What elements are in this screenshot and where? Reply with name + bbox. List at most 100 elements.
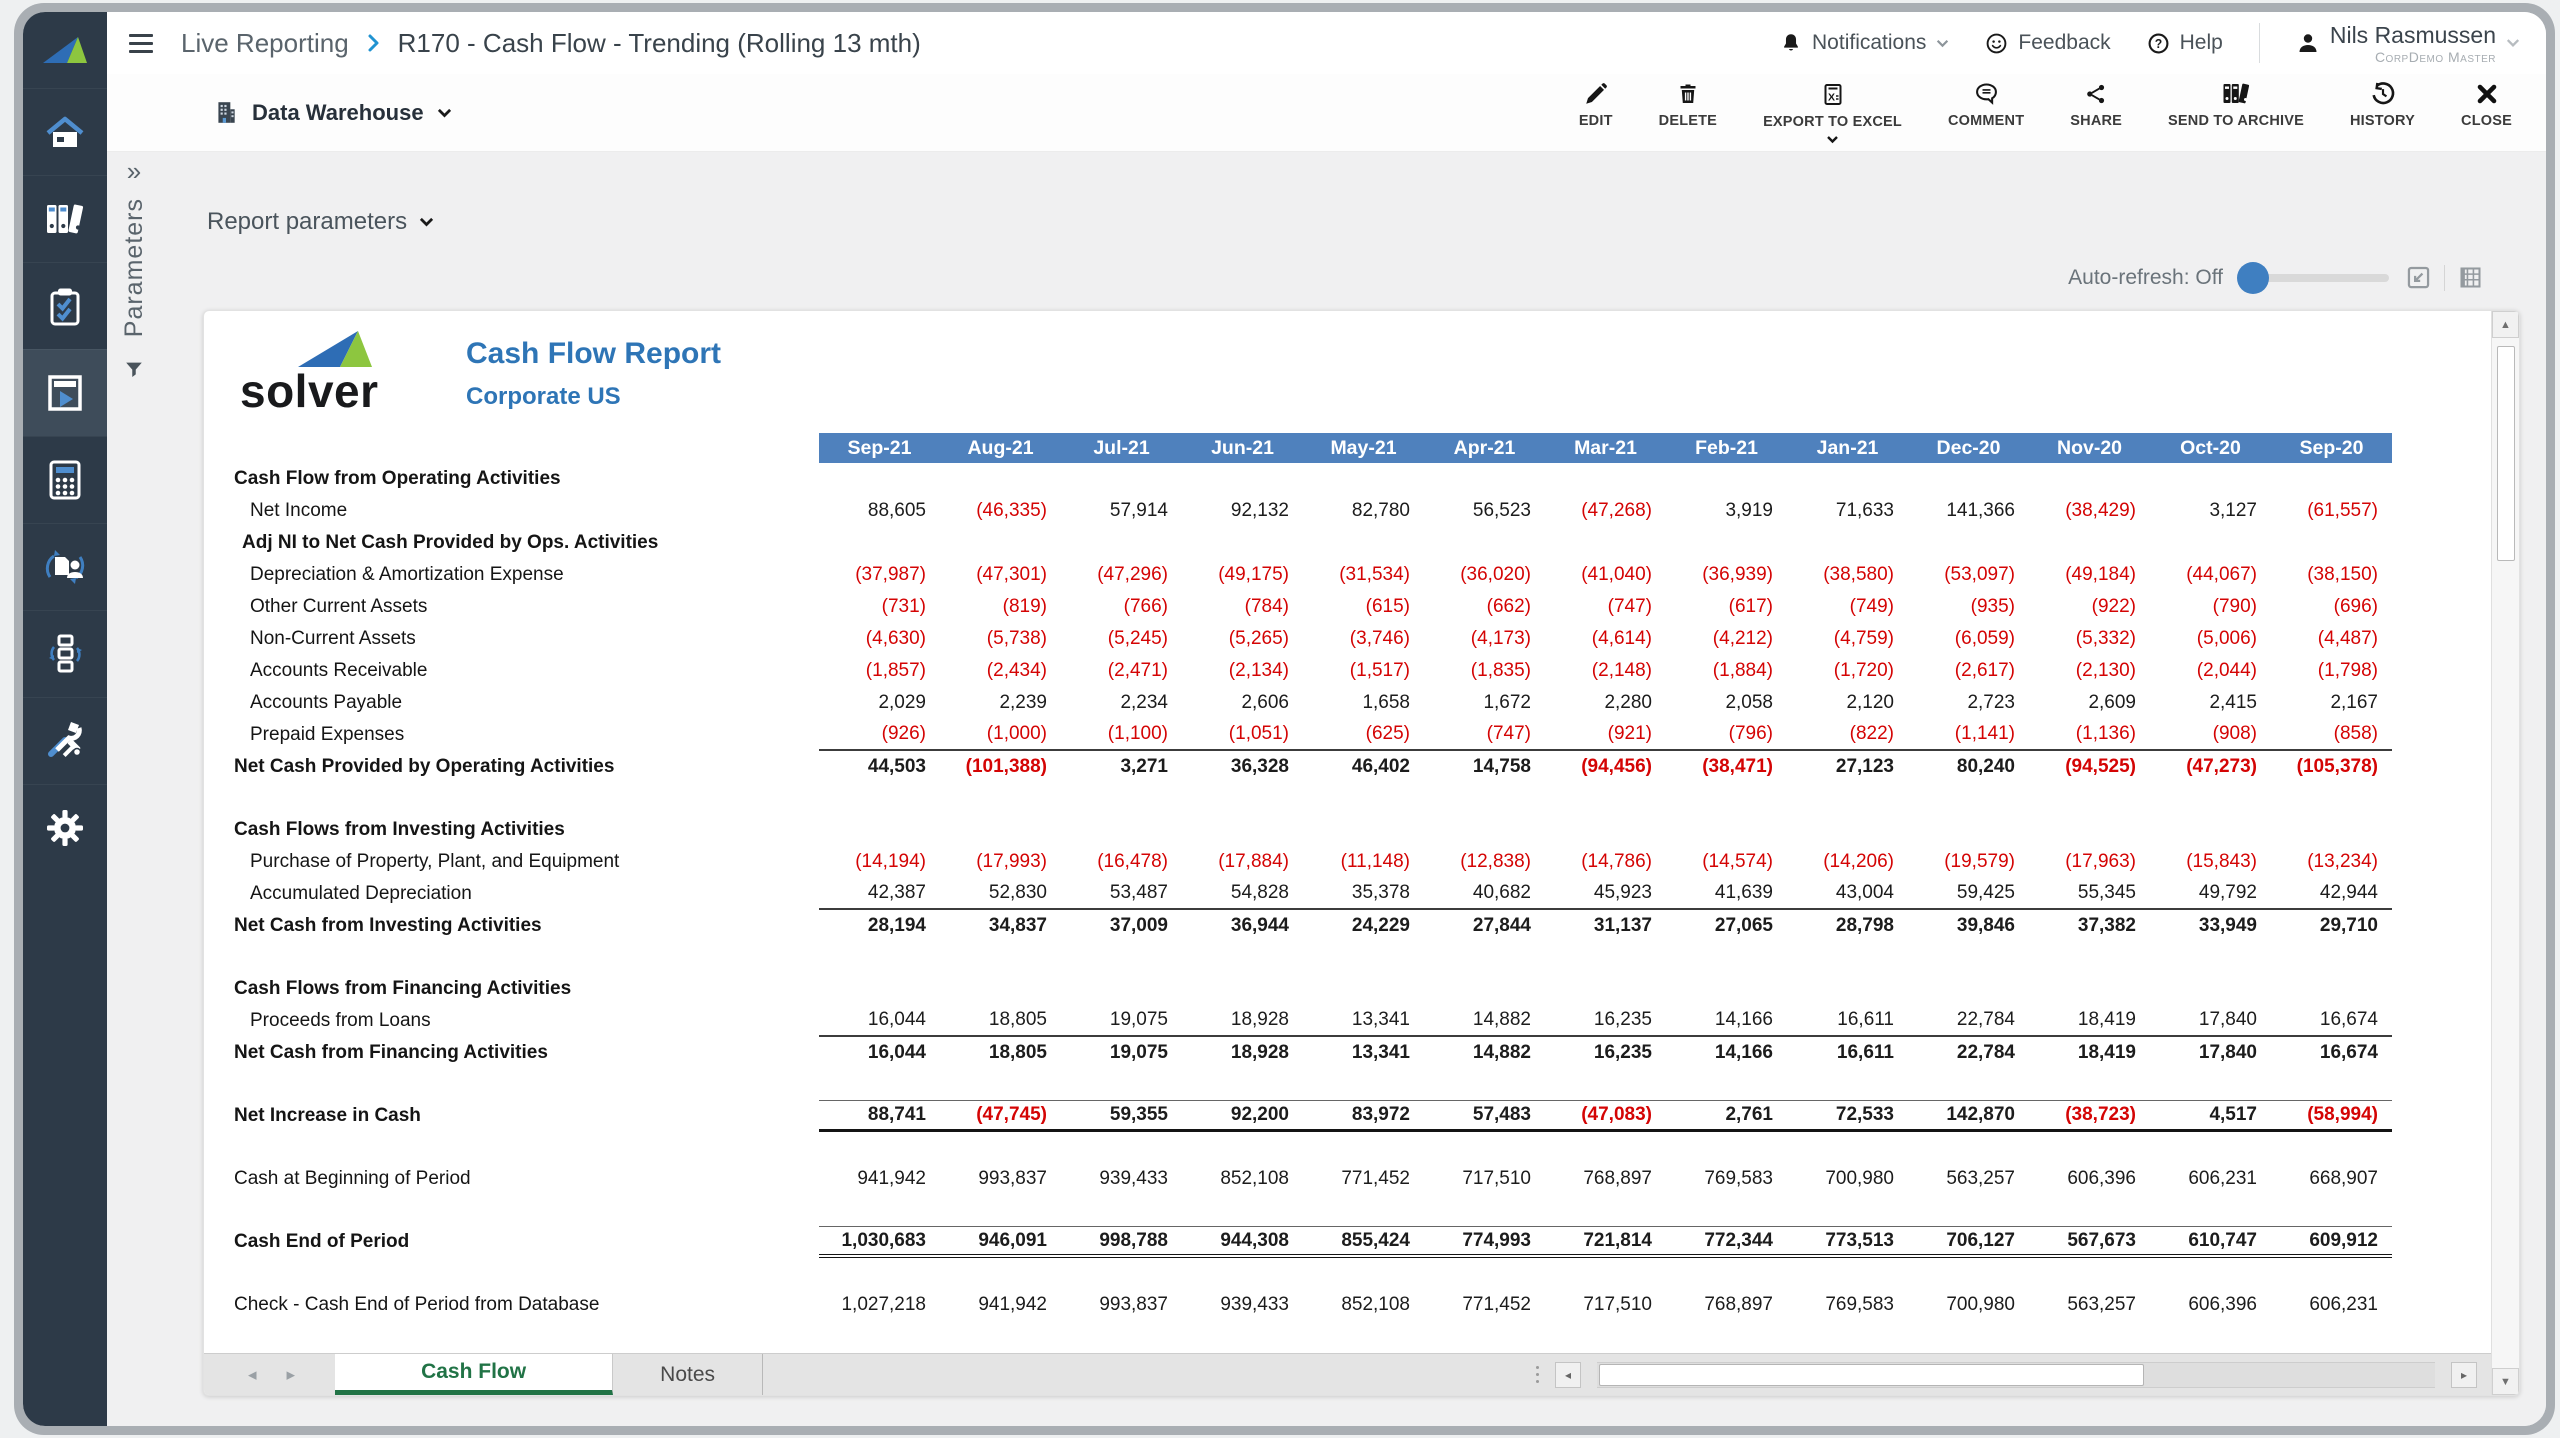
table-cell — [1182, 527, 1303, 559]
table-cell: 2,058 — [1725, 692, 1773, 713]
table-cell: (58,994) — [2271, 1100, 2392, 1132]
vertical-scrollbar[interactable]: ▲ ▼ — [2491, 311, 2519, 1395]
table-cell: 941,942 — [978, 1294, 1047, 1315]
splitter-handle[interactable] — [1536, 1366, 1539, 1383]
sidebar-item-home[interactable] — [23, 88, 107, 175]
history-button[interactable]: HISTORY — [2350, 81, 2415, 129]
home-icon — [44, 112, 86, 152]
process-boxes-icon — [44, 633, 86, 675]
table-cell — [1787, 814, 1908, 846]
chevron-down-icon — [2506, 39, 2520, 47]
table-cell: (922) — [2091, 596, 2136, 617]
sidebar-item-settings[interactable] — [23, 784, 107, 871]
user-menu[interactable]: Nils Rasmussen CorpDemo Master — [2296, 22, 2520, 65]
sidebar-item-assignments[interactable] — [23, 262, 107, 349]
row-label: Net Income — [250, 500, 348, 521]
parameters-panel-label[interactable]: Parameters — [119, 198, 148, 338]
send-to-archive-button[interactable]: SEND TO ARCHIVE — [2168, 81, 2304, 129]
scroll-left-icon[interactable]: ◂ — [1555, 1361, 1581, 1388]
sidebar-item-planning[interactable] — [23, 436, 107, 523]
table-view-icon[interactable] — [2457, 264, 2484, 291]
notifications-button[interactable]: Notifications — [1780, 31, 1949, 55]
menu-icon[interactable] — [129, 33, 153, 53]
table-cell: (4,173) — [1470, 628, 1531, 649]
prev-sheet-icon[interactable]: ◂ — [248, 1364, 257, 1384]
feedback-button[interactable]: Feedback — [1985, 31, 2111, 55]
tab-cash-flow[interactable]: Cash Flow — [335, 1354, 614, 1395]
table-row: Cash End of Period 1,030,683 946,091 998,78… — [204, 1226, 2491, 1258]
table-cell: 19,075 — [1061, 1005, 1182, 1037]
table-row: Net Increase in Cash 88,741 (47,745) 59,355… — [204, 1100, 2491, 1132]
help-button[interactable]: ? Help — [2147, 31, 2223, 55]
sidebar-item-collaboration[interactable] — [23, 523, 107, 610]
close-button[interactable]: CLOSE — [2461, 81, 2512, 129]
sidebar-item-admin-tools[interactable] — [23, 697, 107, 784]
column-header: Nov-20 — [2029, 433, 2150, 463]
horizontal-scrollbar[interactable] — [1597, 1361, 2435, 1388]
table-row: Cash at Beginning of Period 941,942 993,83… — [204, 1163, 2491, 1195]
scroll-up-icon[interactable]: ▲ — [2492, 311, 2519, 338]
sidebar-item-process[interactable] — [23, 610, 107, 697]
column-header: Jul-21 — [1061, 433, 1182, 463]
table-cell: (1,141) — [1908, 719, 2029, 751]
next-sheet-icon[interactable]: ▸ — [286, 1364, 296, 1384]
table-cell: 852,108 — [1220, 1168, 1289, 1189]
table-row: Cash Flow from Operating Activities — [204, 463, 2491, 495]
expand-panel-icon[interactable]: » — [126, 156, 142, 186]
table-cell — [2271, 783, 2392, 814]
share-button[interactable]: SHARE — [2070, 81, 2122, 129]
table-cell: 772,344 — [1666, 1226, 1787, 1258]
column-header: Sep-20 — [2271, 433, 2392, 463]
table-cell — [2150, 1069, 2271, 1100]
table-cell: 31,137 — [1593, 915, 1652, 936]
table-cell — [1545, 942, 1666, 973]
table-cell — [1424, 527, 1545, 559]
table-cell: 717,510 — [1462, 1168, 1531, 1189]
horizontal-scrollbar-thumb[interactable] — [1599, 1363, 2144, 1386]
table-cell: 993,837 — [1099, 1294, 1168, 1315]
row-label — [204, 942, 819, 973]
table-cell: 16,611 — [1836, 1042, 1894, 1063]
table-cell: (12,838) — [1460, 851, 1531, 872]
delete-button[interactable]: DELETE — [1659, 81, 1717, 129]
table-cell: (47,273) — [2186, 756, 2257, 777]
table-cell — [1545, 463, 1666, 495]
sidebar-item-live-reporting[interactable] — [23, 349, 107, 436]
table-cell — [1061, 1195, 1182, 1226]
filter-funnel-icon[interactable] — [123, 359, 145, 381]
auto-refresh-control: Auto-refresh: Off — [2068, 261, 2484, 294]
tab-notes[interactable]: Notes — [613, 1354, 764, 1395]
table-cell: 45,923 — [1545, 878, 1666, 910]
table-cell: (44,067) — [2186, 564, 2257, 585]
table-cell: 33,949 — [2198, 915, 2257, 936]
data-source-dropdown[interactable]: Data Warehouse — [213, 99, 452, 126]
table-cell: (731) — [881, 596, 926, 617]
vertical-scrollbar-thumb[interactable] — [2496, 346, 2515, 561]
report-parameters-toggle[interactable]: Report parameters — [207, 208, 434, 236]
table-cell: 774,993 — [1424, 1226, 1545, 1258]
report-canvas[interactable]: solver Cash Flow Report Corporate US Sep… — [204, 311, 2491, 1353]
expand-report-icon[interactable] — [2405, 264, 2432, 291]
sidebar-item-archive[interactable] — [23, 175, 107, 262]
comment-button[interactable]: COMMENT — [1948, 81, 2024, 129]
scroll-right-icon[interactable]: ▸ — [2451, 1361, 2477, 1388]
table-cell: 2,239 — [999, 692, 1047, 713]
table-cell — [1666, 973, 1787, 1005]
table-cell: 41,639 — [1666, 878, 1787, 910]
table-cell: 80,240 — [1956, 756, 2015, 777]
share-icon — [2084, 81, 2108, 107]
scroll-down-icon[interactable]: ▼ — [2492, 1368, 2519, 1395]
table-cell — [1545, 783, 1666, 814]
table-cell: (2,134) — [1228, 660, 1289, 681]
table-cell — [1787, 1195, 1908, 1226]
table-cell — [1787, 942, 1908, 973]
auto-refresh-slider[interactable] — [2237, 261, 2389, 294]
export-to-excel-button[interactable]: X EXPORT TO EXCEL — [1763, 81, 1902, 144]
table-cell: (2,130) — [2075, 660, 2136, 681]
edit-button[interactable]: EDIT — [1579, 81, 1613, 129]
breadcrumb-section[interactable]: Live Reporting — [181, 27, 349, 58]
table-cell: (49,184) — [2065, 564, 2136, 585]
table-cell: 14,758 — [1472, 756, 1531, 777]
table-cell — [1182, 1132, 1303, 1163]
table-cell — [940, 1069, 1061, 1100]
